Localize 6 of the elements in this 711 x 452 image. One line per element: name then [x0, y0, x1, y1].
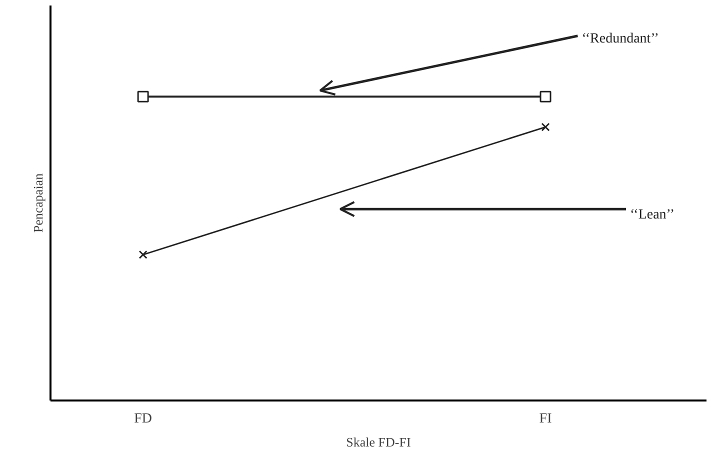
x-axis-title: Skale FD-FI: [346, 434, 411, 450]
x-tick-label: FI: [539, 412, 552, 426]
text: ‘‘Redundant’’: [582, 31, 659, 46]
text: ‘‘Lean’’: [630, 208, 675, 223]
x-tick-label: FD: [134, 412, 152, 426]
y-axis-title: Pencapaian: [30, 172, 46, 233]
